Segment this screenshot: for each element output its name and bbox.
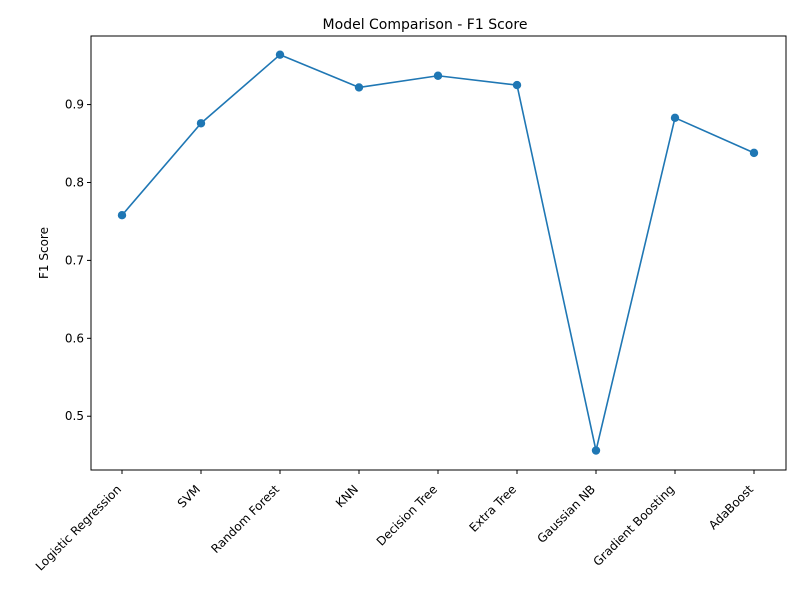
data-point <box>591 446 601 455</box>
y-tick-label: 0.8 <box>65 175 84 189</box>
data-point <box>117 211 127 220</box>
y-tick-label: 0.9 <box>65 98 84 112</box>
data-point <box>275 50 285 59</box>
data-point <box>670 113 680 123</box>
y-tick-label: 0.6 <box>65 331 84 345</box>
y-tick-label: 0.7 <box>65 253 84 267</box>
data-point <box>749 148 759 158</box>
chart-title: Model Comparison - F1 Score <box>323 17 528 33</box>
data-point <box>196 119 206 128</box>
data-point <box>512 80 522 90</box>
y-axis-label: F1 Score <box>37 227 51 279</box>
y-tick-label: 0.5 <box>65 409 84 423</box>
data-point <box>354 83 364 92</box>
data-point <box>433 71 443 80</box>
